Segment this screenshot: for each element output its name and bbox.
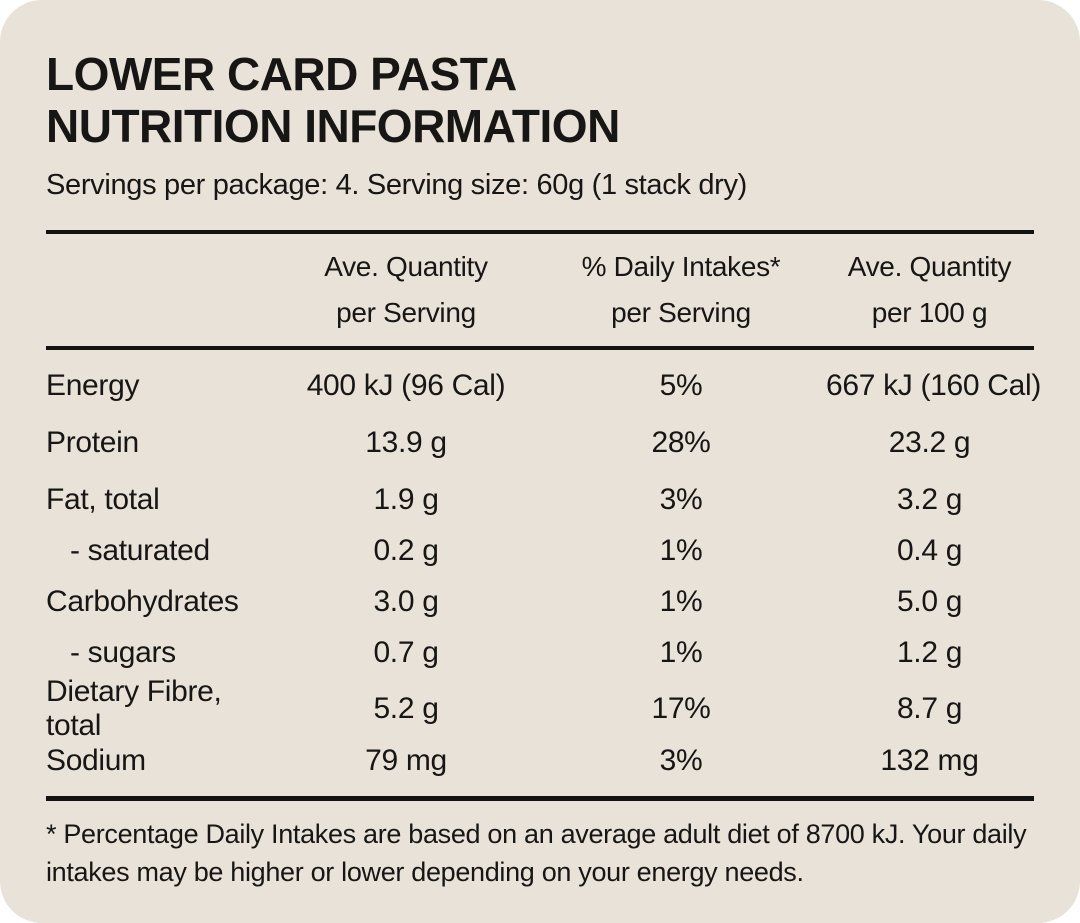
table-row: Fat, total 1.9 g 3% 3.2 g xyxy=(46,471,1034,528)
table-row: Energy 400 kJ (96 Cal) 5% 667 kJ (160 Ca… xyxy=(46,357,1041,414)
column-header-line: per Serving xyxy=(336,297,476,328)
table-row: Carbohydrates 3.0 g 1% 5.0 g xyxy=(46,573,1034,630)
row-per-serving: 5.2 g xyxy=(373,692,439,725)
row-per-100g: 1.2 g xyxy=(896,635,963,669)
row-per-100g: 667 kJ (160 Cal) xyxy=(826,368,1041,402)
row-per-100g: 5.0 g xyxy=(896,584,963,618)
divider-header xyxy=(46,346,1034,350)
page-title: LOWER CARD PASTA NUTRITION INFORMATION xyxy=(46,48,1034,152)
row-per-serving: 0.2 g xyxy=(373,533,439,567)
row-label: Carbohydrates xyxy=(46,584,239,618)
row-per-serving: 13.9 g xyxy=(365,425,447,459)
table-row: Sodium 79 mg 3% 132 mg xyxy=(46,732,1034,789)
row-daily-intake: 28% xyxy=(651,425,711,459)
table-row: - saturated 0.2 g 1% 0.4 g xyxy=(46,528,1034,573)
row-label: Protein xyxy=(46,425,139,459)
column-header-per-serving: Ave. Quantity per Serving xyxy=(276,244,536,336)
divider-top xyxy=(46,230,1034,234)
divider-bottom xyxy=(46,796,1034,801)
table-row: - sugars 0.7 g 1% 1.2 g xyxy=(46,630,1034,675)
column-header-line: per Serving xyxy=(611,297,751,328)
row-label: Sodium xyxy=(46,743,146,777)
table-header-row: Ave. Quantity per Serving % Daily Intake… xyxy=(46,234,1034,346)
row-daily-intake: 3% xyxy=(659,482,703,516)
row-per-serving: 0.7 g xyxy=(373,635,439,669)
row-per-serving: 3.0 g xyxy=(373,584,439,618)
column-header-line: % Daily Intakes* xyxy=(581,251,781,282)
row-per-100g: 8.7 g xyxy=(896,692,963,725)
row-label: - sugars xyxy=(70,635,176,669)
row-per-serving: 1.9 g xyxy=(373,482,439,516)
row-daily-intake: 1% xyxy=(659,533,703,567)
column-header-daily-intake: % Daily Intakes* per Serving xyxy=(536,244,826,336)
row-per-100g: 0.4 g xyxy=(896,533,963,567)
column-header-per-100g: Ave. Quantity per 100 g xyxy=(826,244,1033,336)
footnote: * Percentage Daily Intakes are based on … xyxy=(46,819,1027,887)
column-header-line: Ave. Quantity xyxy=(324,251,488,282)
row-daily-intake: 17% xyxy=(651,692,711,725)
column-header-line: Ave. Quantity xyxy=(847,251,1012,282)
title-line-1: LOWER CARD PASTA xyxy=(46,48,517,100)
table-row: Protein 13.9 g 28% 23.2 g xyxy=(46,414,1034,471)
row-per-100g: 132 mg xyxy=(880,743,979,777)
row-daily-intake: 3% xyxy=(659,743,703,777)
table-body: Energy 400 kJ (96 Cal) 5% 667 kJ (160 Ca… xyxy=(46,350,1041,796)
row-daily-intake: 1% xyxy=(659,635,703,669)
row-daily-intake: 5% xyxy=(659,368,703,402)
servings-info: Servings per package: 4. Serving size: 6… xyxy=(46,169,747,201)
row-per-100g: 23.2 g xyxy=(888,425,971,459)
row-label: Energy xyxy=(46,368,140,402)
row-per-serving: 79 mg xyxy=(365,743,447,777)
row-label: Fat, total xyxy=(46,482,160,516)
row-daily-intake: 1% xyxy=(659,584,703,618)
column-header-line: per 100 g xyxy=(871,297,988,328)
table-row: Dietary Fibre, total 5.2 g 17% 8.7 g xyxy=(46,675,1034,742)
row-per-100g: 3.2 g xyxy=(896,482,963,516)
row-label: Dietary Fibre, total xyxy=(46,675,222,742)
title-line-2: NUTRITION INFORMATION xyxy=(46,100,620,152)
row-label: - saturated xyxy=(70,533,210,567)
row-per-serving: 400 kJ (96 Cal) xyxy=(306,368,506,402)
